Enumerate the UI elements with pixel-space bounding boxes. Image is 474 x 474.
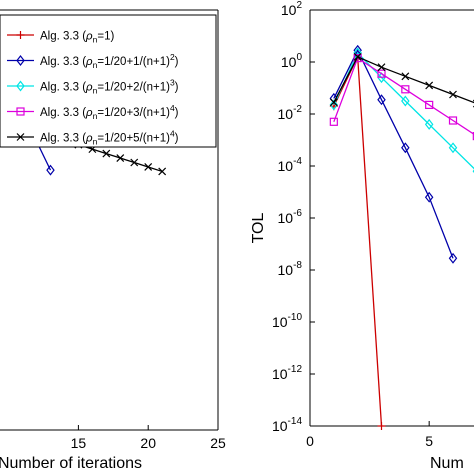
left-x-tick-label: 25: [210, 435, 226, 451]
right-series-group: [329, 44, 474, 430]
right-data-point: [377, 69, 386, 78]
right-data-point: [448, 116, 458, 125]
left-data-point: [116, 154, 125, 162]
right-y-tick-label: 10-14: [272, 416, 302, 434]
legend-label: Alg. 3.3 (ρn=1/20+2/(n+1)3): [40, 78, 179, 96]
right-data-point: [449, 90, 457, 99]
left-chart: 15 20 25 Number of iterations Alg. 3.3 (ρn…: [0, 9, 226, 472]
legend-label: Alg. 3.3 (ρn=1/20+1/(n+1)2): [40, 52, 179, 70]
right-data-point: [329, 117, 338, 126]
legend-label: Alg. 3.3 (ρn=1/20+5/(n+1)4): [40, 129, 179, 147]
legend-marker: [16, 133, 25, 141]
right-data-point: [425, 100, 434, 110]
right-data-point: [377, 72, 386, 84]
right-data-point: [472, 132, 474, 141]
right-x-tick-label: 5: [425, 433, 433, 449]
right-data-point: [425, 81, 434, 90]
legend-marker: [16, 80, 25, 92]
legend-entries: Alg. 3.3 (ρn=1) Alg. 3.3 (ρn=1/20+1/(n+1)…: [7, 31, 179, 147]
left-x-tick-label: 20: [140, 435, 156, 451]
legend-marker: [16, 107, 25, 116]
right-data-point: [448, 142, 458, 154]
left-x-ticks: 15 20 25: [71, 425, 226, 451]
right-y-ticks: 102 100 10-2 10-4 10-6 10-8 10-10 10-12 10-14: [272, 0, 315, 434]
right-y-tick-label: 10-10: [272, 312, 302, 330]
right-data-point: [401, 142, 410, 154]
right-series-line: [333, 54, 383, 427]
right-data-point: [401, 85, 410, 94]
legend-label: Alg. 3.3 (ρn=1): [40, 31, 114, 45]
right-y-axis-label: TOL: [250, 212, 267, 243]
right-y-tick-label: 100: [281, 52, 303, 70]
right-y-tick-label: 102: [281, 0, 303, 18]
right-data-point: [329, 98, 338, 107]
right-data-point: [353, 52, 362, 61]
right-data-point: [329, 99, 339, 111]
left-x-axis-label: Number of iterations: [0, 455, 142, 472]
legend-marker: [16, 31, 25, 39]
right-data-point: [448, 252, 458, 264]
left-data-point: [102, 149, 111, 158]
right-x-tick-label: 0: [306, 433, 314, 449]
right-y-tick-label: 10-2: [278, 104, 303, 122]
right-data-point: [377, 94, 386, 106]
right-x-axis-label: Num: [430, 455, 464, 472]
legend-label: Alg. 3.3 (ρn=1/20+3/(n+1)4): [40, 103, 179, 121]
legend: Alg. 3.3 (ρn=1) Alg. 3.3 (ρn=1/20+1/(n+1)…: [0, 14, 217, 148]
left-x-tick-label: 15: [71, 435, 87, 451]
right-data-point: [401, 72, 410, 81]
right-data-point: [401, 95, 410, 107]
right-data-point: [377, 422, 386, 430]
right-data-point: [424, 118, 434, 130]
left-data-point: [158, 167, 167, 176]
right-data-point: [424, 191, 434, 203]
right-y-tick-label: 10-4: [278, 156, 303, 174]
right-y-tick-label: 10-8: [278, 260, 303, 278]
right-data-point: [377, 63, 386, 72]
right-y-tick-label: 10-6: [278, 208, 303, 226]
right-y-tick-label: 10-12: [272, 364, 302, 382]
left-data-point: [130, 158, 139, 167]
left-data-point: [46, 164, 55, 176]
legend-marker: [16, 55, 25, 66]
left-data-point: [144, 163, 153, 171]
right-series-line: [333, 57, 474, 136]
legend-box: [0, 14, 217, 148]
